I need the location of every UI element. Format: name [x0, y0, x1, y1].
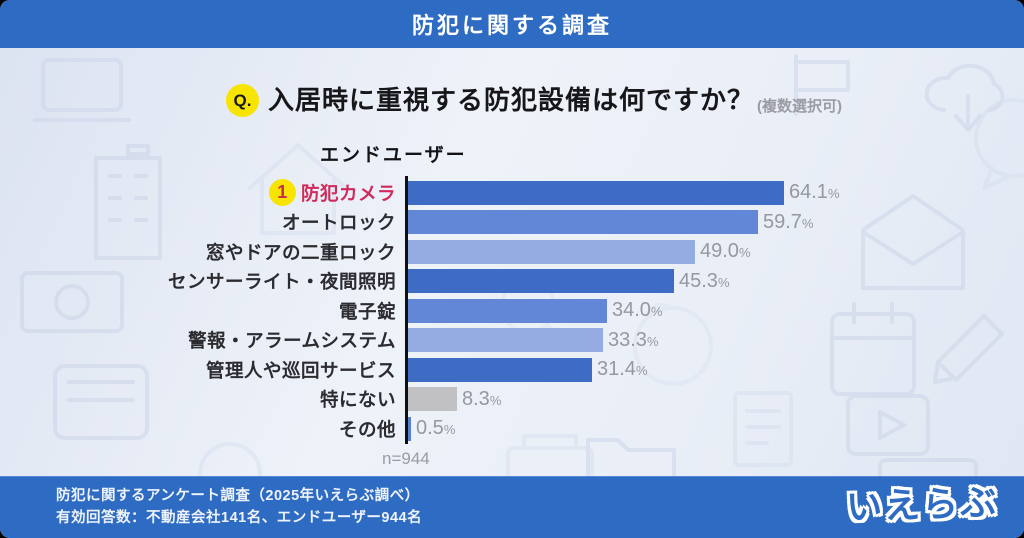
category-label-text: 警報・アラームシステム — [188, 330, 396, 352]
bar-track: 0.5% — [408, 416, 455, 441]
value-number: 59.7 — [763, 210, 802, 233]
cloud-download-icon — [924, 63, 1005, 132]
value-percent-sign: % — [646, 333, 659, 349]
chart-row: 電子錠 34.0% — [0, 296, 1024, 326]
category-label-text: 管理人や巡回サービス — [205, 359, 396, 381]
category-label-text: オートロック — [281, 212, 396, 234]
chart-row: その他 0.5% — [0, 414, 1024, 444]
value-percent-sign: % — [443, 422, 456, 438]
ring-icon — [198, 442, 262, 476]
question-note: (複数選択可) — [757, 98, 843, 115]
value-number: 34.0 — [612, 299, 651, 322]
bar-track: 34.0% — [408, 298, 663, 323]
header-bar: 防犯に関する調査 — [0, 0, 1024, 48]
value-label: 45.3% — [679, 270, 730, 293]
footer-respondents-line: 有効回答数：不動産会社141名、エンドユーザー944名 — [56, 510, 423, 526]
value-percent-sign: % — [738, 245, 751, 261]
category-label-text: その他 — [338, 418, 396, 440]
chart-row: 管理人や巡回サービス 31.4% — [0, 355, 1024, 385]
speech-bubble-icon — [974, 98, 1024, 190]
page-title: 防犯に関する調査 — [411, 13, 612, 38]
category-label: オートロック — [0, 209, 396, 235]
ielove-logo: いえらぶ — [845, 481, 999, 528]
value-number: 33.3 — [608, 328, 647, 351]
bar — [408, 416, 411, 441]
chart-row: 警報・アラームシステム 33.3% — [0, 326, 1024, 356]
laptop-icon — [33, 58, 131, 122]
value-number: 64.1 — [789, 181, 828, 204]
bar-track: 8.3% — [408, 387, 501, 412]
category-label-text: 窓やドアの二重ロック — [205, 241, 396, 263]
bar — [408, 328, 603, 353]
category-label: その他 — [0, 416, 396, 442]
value-number: 49.0 — [700, 240, 739, 263]
category-label: 管理人や巡回サービス — [0, 357, 396, 383]
bar-track: 31.4% — [408, 357, 648, 382]
value-percent-sign: % — [489, 392, 502, 408]
value-label: 0.5% — [416, 417, 455, 440]
question-row: Q. 入居時に重視する防犯設備は何ですか？ (複数選択可) — [226, 84, 842, 123]
category-label: センサーライト・夜間照明 — [0, 268, 396, 294]
category-label: 1 防犯カメラ — [0, 179, 396, 207]
value-label: 33.3% — [608, 329, 659, 352]
category-label-text: 電子錠 — [338, 300, 396, 322]
bar — [408, 387, 457, 412]
value-label: 64.1% — [789, 181, 840, 204]
bar — [408, 357, 592, 382]
chart-row: 窓やドアの二重ロック 49.0% — [0, 237, 1024, 267]
value-percent-sign: % — [827, 186, 840, 202]
bar-track: 59.7% — [408, 210, 814, 235]
category-label-text: 防犯カメラ — [300, 182, 396, 204]
question-text: 入居時に重視する防犯設備は何ですか？ — [268, 85, 755, 115]
bar — [408, 210, 758, 235]
chart-row: 特にない 8.3% — [0, 385, 1024, 415]
bar-track: 45.3% — [408, 269, 730, 294]
value-label: 31.4% — [597, 358, 648, 381]
chart-row: オートロック 59.7% — [0, 208, 1024, 238]
value-number: 8.3 — [462, 387, 490, 410]
category-label: 警報・アラームシステム — [0, 327, 396, 353]
value-percent-sign: % — [717, 274, 730, 290]
value-label: 59.7% — [763, 211, 814, 234]
bar — [408, 180, 784, 205]
bar — [408, 269, 674, 294]
value-label: 49.0% — [700, 240, 751, 263]
category-label: 電子錠 — [0, 298, 396, 324]
bar — [408, 239, 695, 264]
chart-axis-line — [405, 176, 408, 444]
bar-track: 49.0% — [408, 239, 751, 264]
footer-source-block: 防犯に関するアンケート調査（2025年いえらぶ調べ） 有効回答数：不動産会社14… — [56, 485, 422, 529]
folder-icon — [586, 438, 676, 476]
footer-bar: 防犯に関するアンケート調査（2025年いえらぶ調べ） 有効回答数：不動産会社14… — [0, 476, 1024, 538]
value-number: 45.3 — [679, 269, 718, 292]
rank-1-badge-icon: 1 — [268, 179, 296, 207]
question-badge-icon: Q. — [226, 84, 259, 117]
sample-size-label: n=944 — [382, 449, 430, 468]
chart-row: センサーライト・夜間照明 45.3% — [0, 267, 1024, 297]
bar-track: 33.3% — [408, 328, 659, 353]
value-percent-sign: % — [635, 363, 648, 379]
value-number: 0.5 — [416, 417, 444, 440]
category-label-text: センサーライト・夜間照明 — [167, 271, 396, 293]
chart-title: エンドユーザー — [320, 145, 467, 166]
category-label-text: 特にない — [319, 389, 396, 411]
value-label: 34.0% — [612, 299, 663, 322]
bar — [408, 298, 607, 323]
value-percent-sign: % — [650, 304, 663, 320]
category-label: 窓やドアの二重ロック — [0, 239, 396, 265]
bar-track: 64.1% — [408, 180, 840, 205]
chart-rows: 1 防犯カメラ 64.1% オートロック 59.7% 窓やドアの二重ロック 49.0% センサ… — [0, 178, 1024, 444]
chart-row: 1 防犯カメラ 64.1% — [0, 178, 1024, 208]
value-percent-sign: % — [801, 215, 814, 231]
value-number: 31.4 — [597, 358, 636, 381]
value-label: 8.3% — [462, 388, 501, 411]
footer-source-line: 防犯に関するアンケート調査（2025年いえらぶ調べ） — [56, 488, 420, 504]
category-label: 特にない — [0, 386, 396, 412]
